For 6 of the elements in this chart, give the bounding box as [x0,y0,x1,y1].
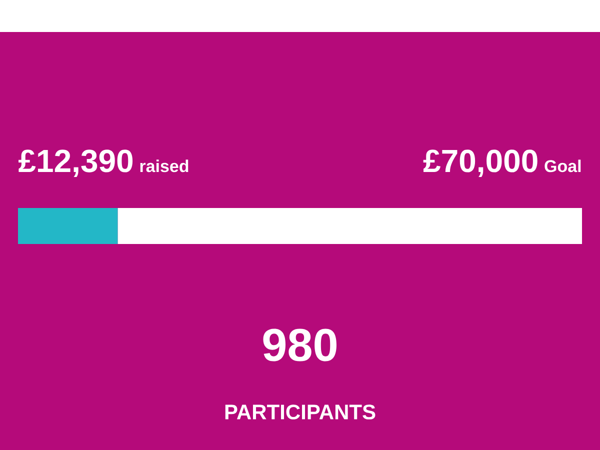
text: PARTICIPANTS [225,404,376,420]
text: £70,000 [423,150,538,177]
text: raised [140,160,188,172]
text: 980 [263,328,336,362]
text: £12,390 [18,150,133,177]
text: Goal [544,160,581,172]
